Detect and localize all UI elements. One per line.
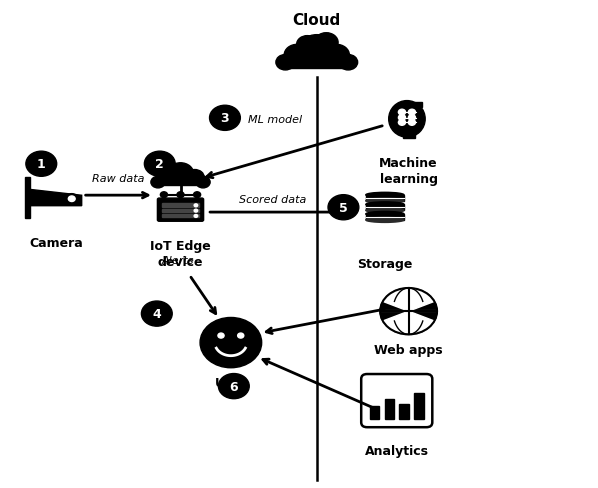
Circle shape bbox=[167, 163, 194, 184]
Text: IoT Edge
device: IoT Edge device bbox=[150, 239, 211, 268]
Circle shape bbox=[398, 110, 405, 116]
Circle shape bbox=[218, 333, 224, 338]
FancyBboxPatch shape bbox=[366, 205, 404, 211]
Text: ML model: ML model bbox=[248, 114, 303, 124]
FancyBboxPatch shape bbox=[157, 199, 203, 222]
Circle shape bbox=[315, 34, 338, 53]
Circle shape bbox=[66, 194, 78, 204]
Ellipse shape bbox=[366, 218, 404, 223]
Circle shape bbox=[408, 110, 416, 116]
Ellipse shape bbox=[366, 193, 404, 198]
Circle shape bbox=[338, 55, 358, 71]
FancyBboxPatch shape bbox=[25, 177, 30, 219]
FancyBboxPatch shape bbox=[399, 404, 409, 420]
Ellipse shape bbox=[366, 208, 404, 213]
FancyBboxPatch shape bbox=[366, 215, 404, 221]
Ellipse shape bbox=[366, 203, 404, 207]
Text: Alerts: Alerts bbox=[161, 256, 194, 265]
Text: 4: 4 bbox=[152, 307, 161, 321]
Circle shape bbox=[408, 120, 416, 126]
Circle shape bbox=[194, 215, 198, 218]
Circle shape bbox=[68, 197, 75, 202]
Circle shape bbox=[299, 36, 334, 64]
Circle shape bbox=[380, 288, 437, 335]
Circle shape bbox=[284, 45, 310, 66]
Ellipse shape bbox=[389, 102, 425, 138]
Circle shape bbox=[141, 302, 172, 326]
Circle shape bbox=[160, 192, 167, 198]
Text: Camera: Camera bbox=[29, 237, 83, 250]
FancyBboxPatch shape bbox=[157, 177, 204, 185]
Circle shape bbox=[297, 37, 318, 54]
Circle shape bbox=[408, 115, 416, 121]
FancyBboxPatch shape bbox=[414, 393, 424, 420]
Circle shape bbox=[157, 170, 176, 185]
Circle shape bbox=[398, 120, 405, 126]
Polygon shape bbox=[30, 190, 82, 206]
Text: Machine
learning: Machine learning bbox=[379, 157, 438, 186]
FancyBboxPatch shape bbox=[161, 215, 200, 218]
Circle shape bbox=[194, 192, 201, 198]
Text: Storage: Storage bbox=[357, 257, 413, 270]
FancyBboxPatch shape bbox=[385, 399, 394, 420]
Circle shape bbox=[26, 152, 57, 177]
FancyBboxPatch shape bbox=[366, 196, 404, 202]
FancyBboxPatch shape bbox=[414, 102, 422, 107]
Ellipse shape bbox=[366, 199, 404, 204]
Circle shape bbox=[328, 195, 359, 221]
Wedge shape bbox=[383, 288, 434, 311]
FancyBboxPatch shape bbox=[370, 407, 379, 420]
Text: 5: 5 bbox=[339, 202, 348, 214]
Text: 1: 1 bbox=[37, 158, 45, 171]
Circle shape bbox=[237, 333, 244, 338]
Wedge shape bbox=[383, 311, 434, 335]
Circle shape bbox=[151, 177, 165, 188]
Text: Raw data: Raw data bbox=[92, 174, 145, 183]
Text: 3: 3 bbox=[221, 112, 229, 125]
Circle shape bbox=[324, 45, 349, 66]
Circle shape bbox=[144, 152, 175, 177]
Circle shape bbox=[177, 192, 184, 198]
Circle shape bbox=[218, 374, 249, 399]
Circle shape bbox=[194, 210, 198, 213]
Circle shape bbox=[185, 170, 204, 185]
Circle shape bbox=[209, 106, 240, 131]
FancyBboxPatch shape bbox=[402, 133, 414, 139]
Text: 6: 6 bbox=[230, 380, 238, 393]
Ellipse shape bbox=[366, 212, 404, 217]
Text: Scored data: Scored data bbox=[239, 194, 306, 204]
Text: User: User bbox=[215, 377, 247, 389]
Circle shape bbox=[276, 55, 295, 71]
Circle shape bbox=[196, 177, 210, 188]
Circle shape bbox=[194, 204, 198, 207]
FancyBboxPatch shape bbox=[281, 57, 352, 69]
Circle shape bbox=[398, 115, 405, 121]
Text: Analytics: Analytics bbox=[365, 444, 429, 457]
Text: Cloud: Cloud bbox=[292, 13, 341, 28]
Circle shape bbox=[200, 318, 262, 368]
FancyBboxPatch shape bbox=[161, 204, 200, 207]
FancyBboxPatch shape bbox=[161, 209, 200, 213]
Text: 2: 2 bbox=[155, 158, 164, 171]
Text: Web apps: Web apps bbox=[374, 343, 443, 356]
